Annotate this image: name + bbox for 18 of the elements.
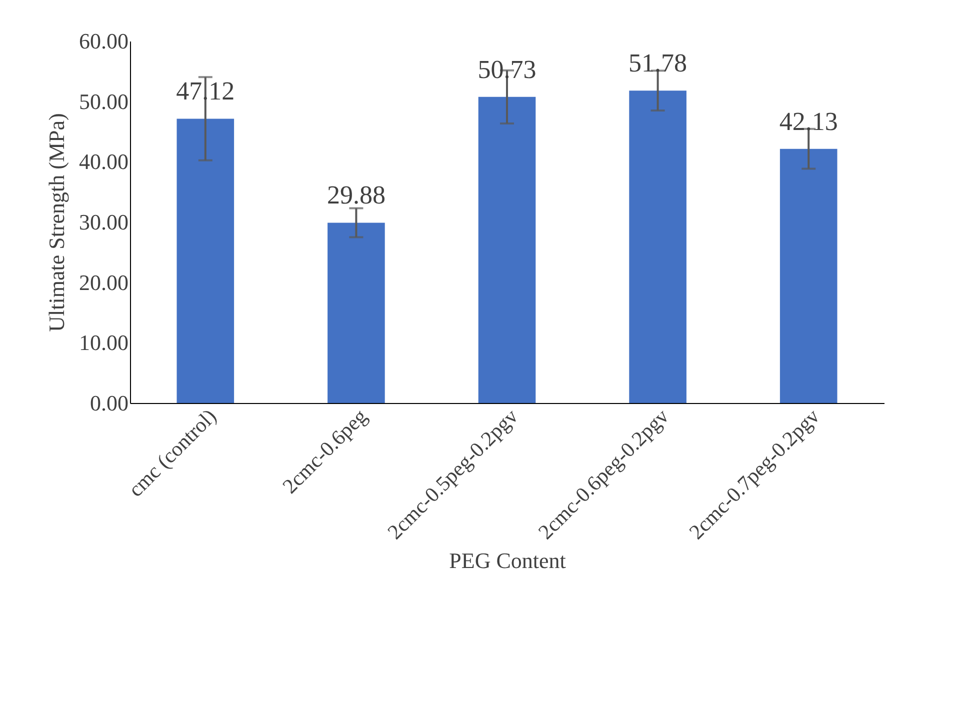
y-tick-label: 60.00 — [79, 28, 128, 54]
y-tick-label: 50.00 — [79, 88, 128, 114]
data-label: 29.88 — [326, 180, 386, 210]
bar — [629, 90, 686, 403]
y-tick-label: 40.00 — [79, 149, 128, 174]
bar — [780, 148, 838, 403]
data-label: 42.13 — [779, 106, 838, 136]
y-tick-label: 30.00 — [79, 210, 128, 234]
data-label: 51.78 — [628, 48, 688, 78]
bar — [478, 96, 536, 403]
y-axis-title: Ultimate Strength (MPa) — [44, 113, 69, 332]
bar — [328, 222, 385, 403]
data-label: 50.73 — [478, 54, 536, 84]
y-tick-label: 0.00 — [90, 390, 128, 416]
y-tick-label: 20.00 — [79, 270, 128, 295]
bar — [176, 118, 234, 403]
y-tick-label: 10.00 — [79, 330, 128, 356]
x-axis-title: PEG Content — [449, 548, 566, 574]
